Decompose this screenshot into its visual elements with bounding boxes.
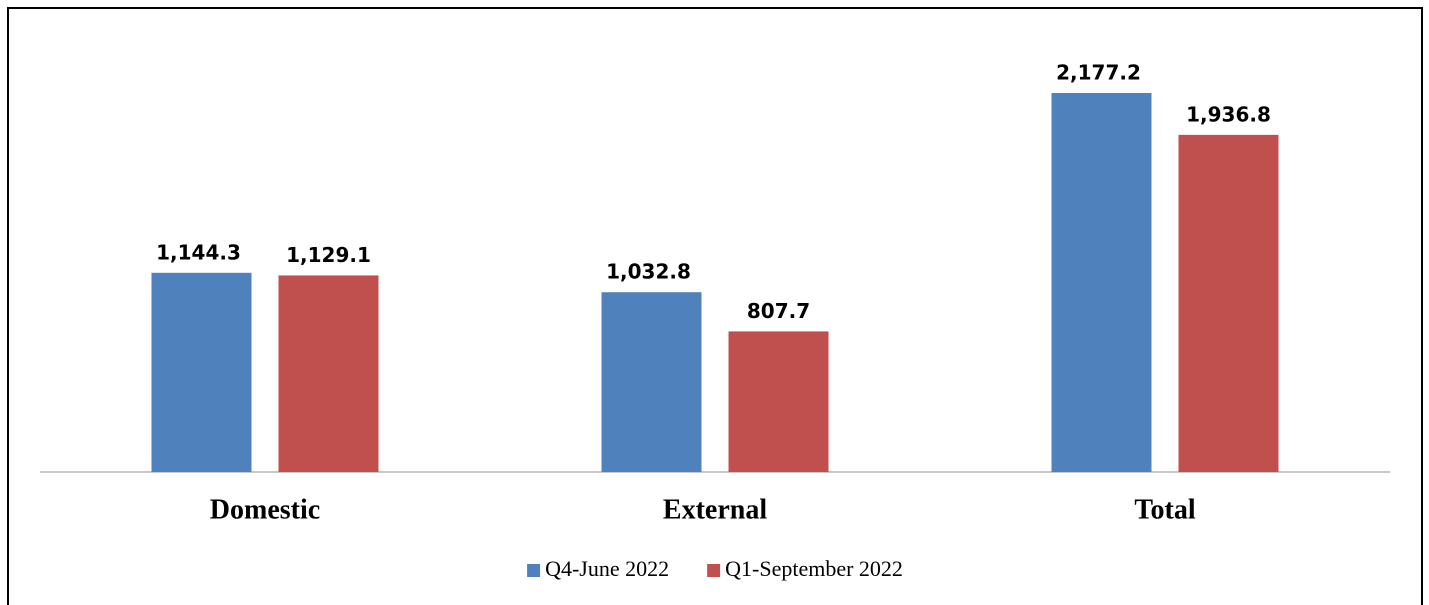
data-label: 807.7 (747, 299, 810, 323)
legend-label: Q4-June 2022 (545, 556, 669, 581)
data-label: 2,177.2 (1056, 61, 1141, 85)
data-label: 1,032.8 (606, 260, 691, 284)
x-tick-label: Domestic (210, 494, 320, 525)
legend-swatch (707, 564, 721, 577)
frame (7, 7, 1423, 605)
bar (1178, 134, 1279, 472)
bar (151, 272, 252, 472)
data-label: 1,129.1 (286, 243, 371, 267)
data-label: 1,936.8 (1186, 102, 1271, 126)
bar (278, 275, 379, 472)
x-tick-label: External (663, 494, 767, 525)
bar (601, 292, 702, 472)
bar (728, 331, 829, 472)
legend-label: Q1-September 2022 (725, 556, 903, 581)
x-tick-label: Total (1134, 494, 1195, 525)
data-label: 1,144.3 (156, 240, 241, 264)
bar (1051, 93, 1152, 472)
legend-swatch (527, 564, 541, 577)
